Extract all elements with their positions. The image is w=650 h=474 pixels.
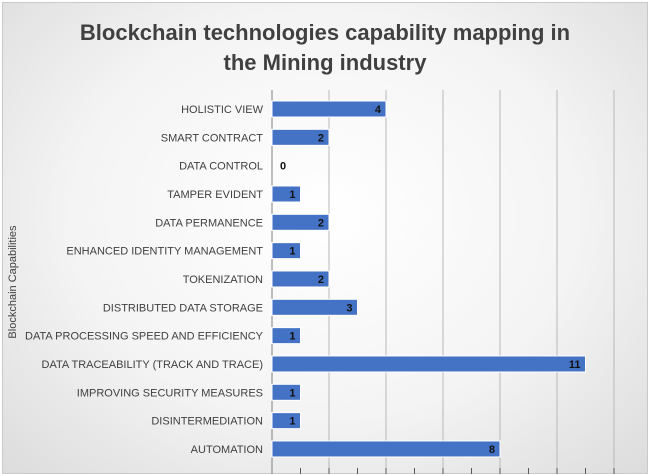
chart-title-line-2: the Mining industry bbox=[223, 50, 427, 75]
category-label-4: TAMPER EVIDENT bbox=[167, 189, 263, 201]
category-label-5: DATA PERMANENCE bbox=[155, 217, 263, 229]
chart-title-line-1: Blockchain technologies capability mappi… bbox=[79, 20, 571, 45]
category-label-10: DATA TRACEABILITY (TRACK AND TRACE) bbox=[42, 359, 263, 371]
category-label-13: AUTOMATION bbox=[191, 444, 263, 456]
category-label-11: IMPROVING SECURITY MEASURES bbox=[77, 387, 263, 399]
category-label-6: ENHANCED IDENTITY MANAGEMENT bbox=[66, 246, 263, 258]
bar-2 bbox=[271, 128, 330, 146]
bar-5 bbox=[271, 213, 330, 231]
data-label-11: 1 bbox=[289, 387, 295, 399]
chart-title: Blockchain technologies capability mappi… bbox=[0, 18, 650, 78]
bar-11 bbox=[271, 383, 301, 401]
bar-10 bbox=[271, 355, 586, 373]
category-label-9: DATA PROCESSING SPEED AND EFFICIENCY bbox=[25, 331, 264, 343]
category-label-8: DISTRIBUTED DATA STORAGE bbox=[103, 302, 263, 314]
data-label-6: 1 bbox=[289, 246, 295, 258]
bar-8 bbox=[271, 298, 358, 316]
data-label-7: 2 bbox=[318, 274, 324, 286]
data-label-8: 3 bbox=[346, 302, 352, 314]
data-label-2: 2 bbox=[318, 132, 324, 144]
bar-4 bbox=[271, 185, 301, 203]
bar-7 bbox=[271, 270, 330, 288]
category-label-1: HOLISTIC VIEW bbox=[181, 104, 264, 116]
data-label-13: 8 bbox=[489, 444, 495, 456]
data-label-1: 4 bbox=[375, 104, 382, 116]
category-label-3: DATA CONTROL bbox=[179, 161, 263, 173]
data-label-4: 1 bbox=[289, 189, 295, 201]
data-label-3: 0 bbox=[280, 161, 286, 173]
bar-9 bbox=[271, 327, 301, 345]
data-label-12: 1 bbox=[289, 416, 295, 428]
bar-1 bbox=[271, 100, 387, 118]
bar-12 bbox=[271, 412, 301, 430]
data-label-10: 11 bbox=[569, 359, 581, 371]
data-label-5: 2 bbox=[318, 217, 324, 229]
bar-13 bbox=[271, 440, 501, 458]
category-label-7: TOKENIZATION bbox=[183, 274, 263, 286]
bar-6 bbox=[271, 242, 301, 260]
category-label-12: DISINTERMEDIATION bbox=[151, 416, 263, 428]
data-label-9: 1 bbox=[289, 331, 295, 343]
category-label-2: SMART CONTRACT bbox=[161, 132, 264, 144]
